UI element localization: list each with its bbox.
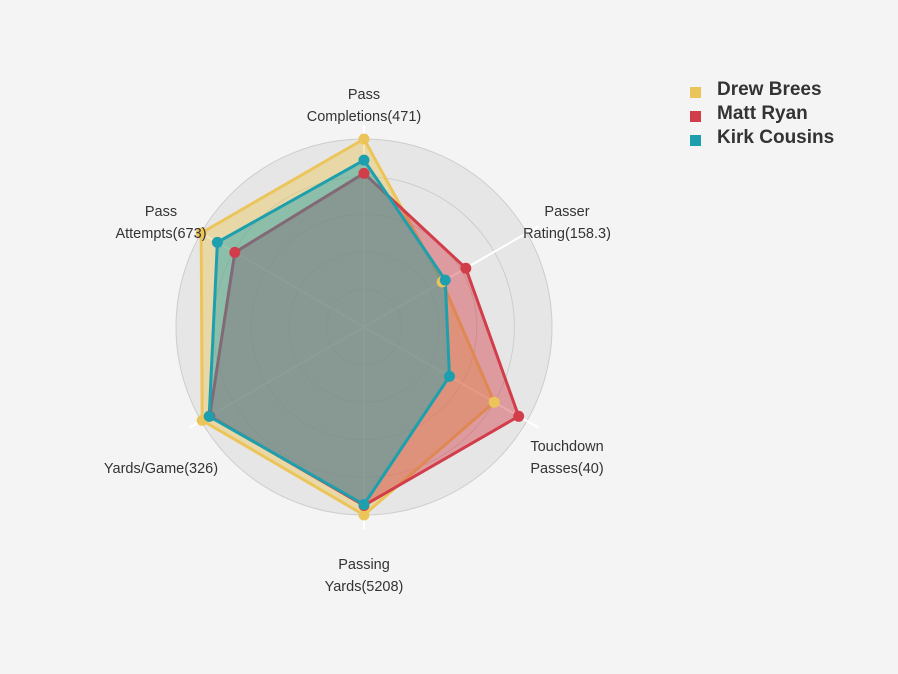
axis-spoke	[188, 326, 365, 429]
data-point-matt-ryan[interactable]	[358, 167, 370, 179]
axis-label: Yards/Game(326)	[104, 461, 218, 477]
axis-labels: Pass Completions(471) Passer Rating(158.3) T…	[104, 87, 611, 595]
data-point-drew-brees[interactable]	[358, 509, 370, 521]
data-point-matt-ryan[interactable]	[460, 262, 472, 274]
data-point-drew-brees[interactable]	[358, 133, 370, 145]
axis-label-line: Yards(5208)	[325, 579, 404, 595]
axis-label: Passer Rating(158.3)	[523, 204, 611, 242]
axis-label-line: Passing	[338, 557, 390, 573]
axis-label-line: Rating(158.3)	[523, 226, 611, 242]
legend: Drew Brees Matt Ryan Kirk Cousins	[690, 78, 834, 150]
axis-label: Pass Completions(471)	[307, 87, 421, 125]
legend-item[interactable]: Drew Brees	[690, 78, 834, 102]
data-point-kirk-cousins[interactable]	[211, 236, 223, 248]
legend-item[interactable]: Kirk Cousins	[690, 126, 834, 150]
axis-label-line: Touchdown	[530, 439, 603, 455]
axis-label-line: Pass	[348, 87, 380, 103]
legend-swatch	[690, 134, 701, 146]
data-point-kirk-cousins[interactable]	[439, 274, 451, 286]
axis-label: Pass Attempts(673)	[115, 204, 206, 242]
data-point-drew-brees[interactable]	[488, 396, 500, 408]
radar-series-points	[195, 133, 525, 521]
data-point-matt-ryan[interactable]	[229, 246, 241, 258]
legend-swatch	[690, 86, 701, 98]
axis-label-line: Passer	[544, 204, 589, 220]
axis-label-line: Yards/Game(326)	[104, 461, 218, 477]
legend-label: Matt Ryan	[717, 103, 808, 124]
data-point-kirk-cousins[interactable]	[358, 498, 370, 510]
radar-spokes	[188, 125, 540, 529]
axis-label-line: Passes(40)	[530, 461, 603, 477]
axis-label-line: Pass	[145, 204, 177, 220]
legend-label: Drew Brees	[717, 79, 822, 100]
data-point-kirk-cousins[interactable]	[203, 410, 215, 422]
axis-label-line: Completions(471)	[307, 109, 421, 125]
data-point-kirk-cousins[interactable]	[358, 154, 370, 166]
legend-item[interactable]: Matt Ryan	[690, 102, 834, 126]
axis-label-line: Attempts(673)	[115, 226, 206, 242]
data-point-matt-ryan[interactable]	[513, 410, 525, 422]
legend-label: Kirk Cousins	[717, 127, 835, 148]
axis-label: Passing Yards(5208)	[325, 557, 404, 595]
data-point-drew-brees[interactable]	[195, 227, 207, 239]
legend-swatch	[690, 110, 701, 122]
axis-label: Touchdown Passes(40)	[530, 439, 603, 477]
radar-series-areas	[199, 137, 521, 517]
data-point-kirk-cousins[interactable]	[443, 370, 455, 382]
axis-spoke	[363, 225, 540, 328]
